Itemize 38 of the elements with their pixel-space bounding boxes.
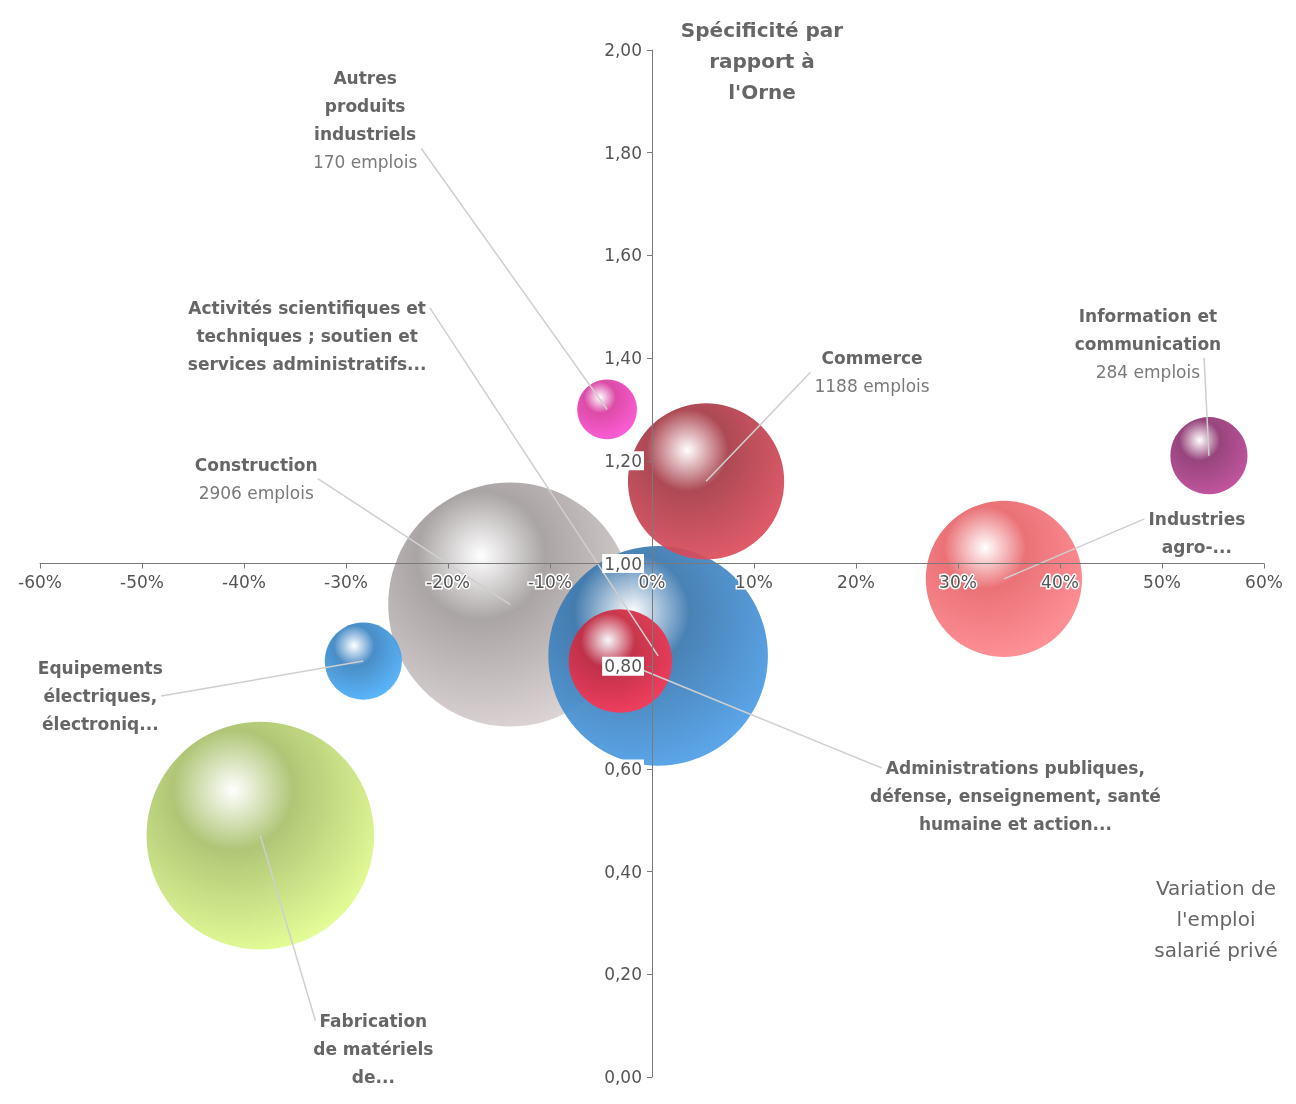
x-tick-label: 50% — [1143, 572, 1181, 592]
text: Activités scientifiques et techniques ; soutien et services administratifs... — [187, 297, 427, 374]
x-tick-label: -50% — [120, 572, 164, 592]
y-tick-label: 1,60 — [604, 245, 642, 266]
x-tick-label: 10% — [735, 572, 773, 592]
text: Fabrication de matériels de... — [313, 1010, 434, 1087]
annotation: 170 emplois — [312, 152, 418, 173]
text: Equipements électriques, électroniq... — [37, 658, 163, 735]
y-tick-label: 0,20 — [604, 964, 642, 985]
x-tick-label: -60% — [18, 572, 62, 592]
x-tick-label: -40% — [222, 572, 266, 592]
x-axis-title: Variation de l'emploi salarié privé — [1154, 875, 1278, 962]
text: Administrations publiques, défense, enseignement, santé humaine et action... — [869, 758, 1161, 835]
x-tick-label: 60% — [1245, 572, 1283, 592]
y-tick-label: 2,00 — [604, 40, 642, 60]
text: Commerce — [821, 348, 923, 369]
annotation: 1188 emplois — [814, 376, 930, 397]
text: Industries agro-... — [1148, 508, 1246, 557]
y-tick-label: 0,80 — [604, 656, 642, 677]
text: Construction — [194, 454, 318, 475]
text: Autres produits industriels — [314, 68, 417, 145]
y-tick-label: 1,20 — [604, 450, 642, 471]
x-tick-label: 40% — [1041, 572, 1079, 592]
x-tick-label: 30% — [939, 572, 977, 592]
text: Information et communication — [1074, 305, 1222, 354]
y-tick-label: 1,80 — [604, 142, 642, 163]
y-tick-label: 0,40 — [604, 861, 642, 882]
y-tick-label: 1,40 — [604, 348, 642, 369]
x-tick-label: -10% — [528, 572, 572, 592]
x-tick-label: -20% — [426, 572, 470, 592]
y-axis-title: Spécificité par rapport à l'Orne — [680, 17, 844, 104]
annotation: 2906 emplois — [198, 482, 314, 503]
x-tick-label: 20% — [837, 572, 875, 592]
x-tick-label: -30% — [324, 572, 368, 592]
annotation: 284 emplois — [1095, 361, 1201, 382]
y-tick-label: 0,00 — [604, 1067, 642, 1087]
y-tick-label: 1,00 — [604, 553, 642, 574]
y-tick-label: 0,60 — [604, 758, 642, 779]
